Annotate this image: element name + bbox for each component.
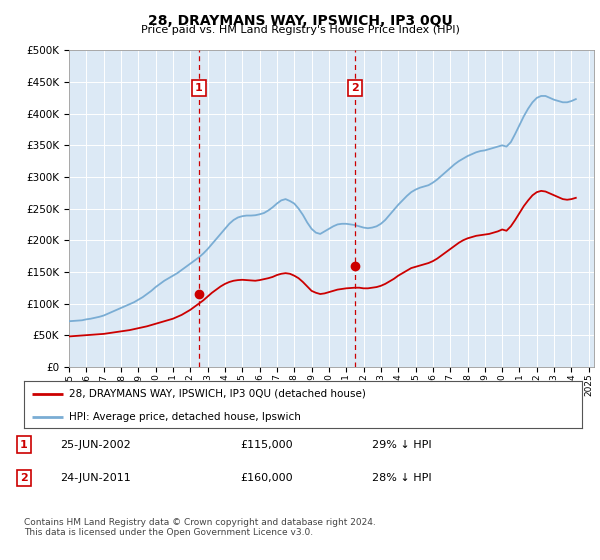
- Text: 28, DRAYMANS WAY, IPSWICH, IP3 0QU: 28, DRAYMANS WAY, IPSWICH, IP3 0QU: [148, 14, 452, 28]
- Text: Price paid vs. HM Land Registry's House Price Index (HPI): Price paid vs. HM Land Registry's House …: [140, 25, 460, 35]
- Text: 28% ↓ HPI: 28% ↓ HPI: [372, 473, 431, 483]
- Text: Contains HM Land Registry data © Crown copyright and database right 2024.
This d: Contains HM Land Registry data © Crown c…: [24, 518, 376, 538]
- Text: 2: 2: [20, 473, 28, 483]
- Text: 24-JUN-2011: 24-JUN-2011: [60, 473, 131, 483]
- Text: 25-JUN-2002: 25-JUN-2002: [60, 440, 131, 450]
- Text: 28, DRAYMANS WAY, IPSWICH, IP3 0QU (detached house): 28, DRAYMANS WAY, IPSWICH, IP3 0QU (deta…: [68, 389, 365, 399]
- Text: HPI: Average price, detached house, Ipswich: HPI: Average price, detached house, Ipsw…: [68, 412, 301, 422]
- Text: £160,000: £160,000: [240, 473, 293, 483]
- Text: 2: 2: [351, 83, 359, 94]
- Text: 1: 1: [20, 440, 28, 450]
- Text: 29% ↓ HPI: 29% ↓ HPI: [372, 440, 431, 450]
- Text: £115,000: £115,000: [240, 440, 293, 450]
- Text: 1: 1: [195, 83, 203, 94]
